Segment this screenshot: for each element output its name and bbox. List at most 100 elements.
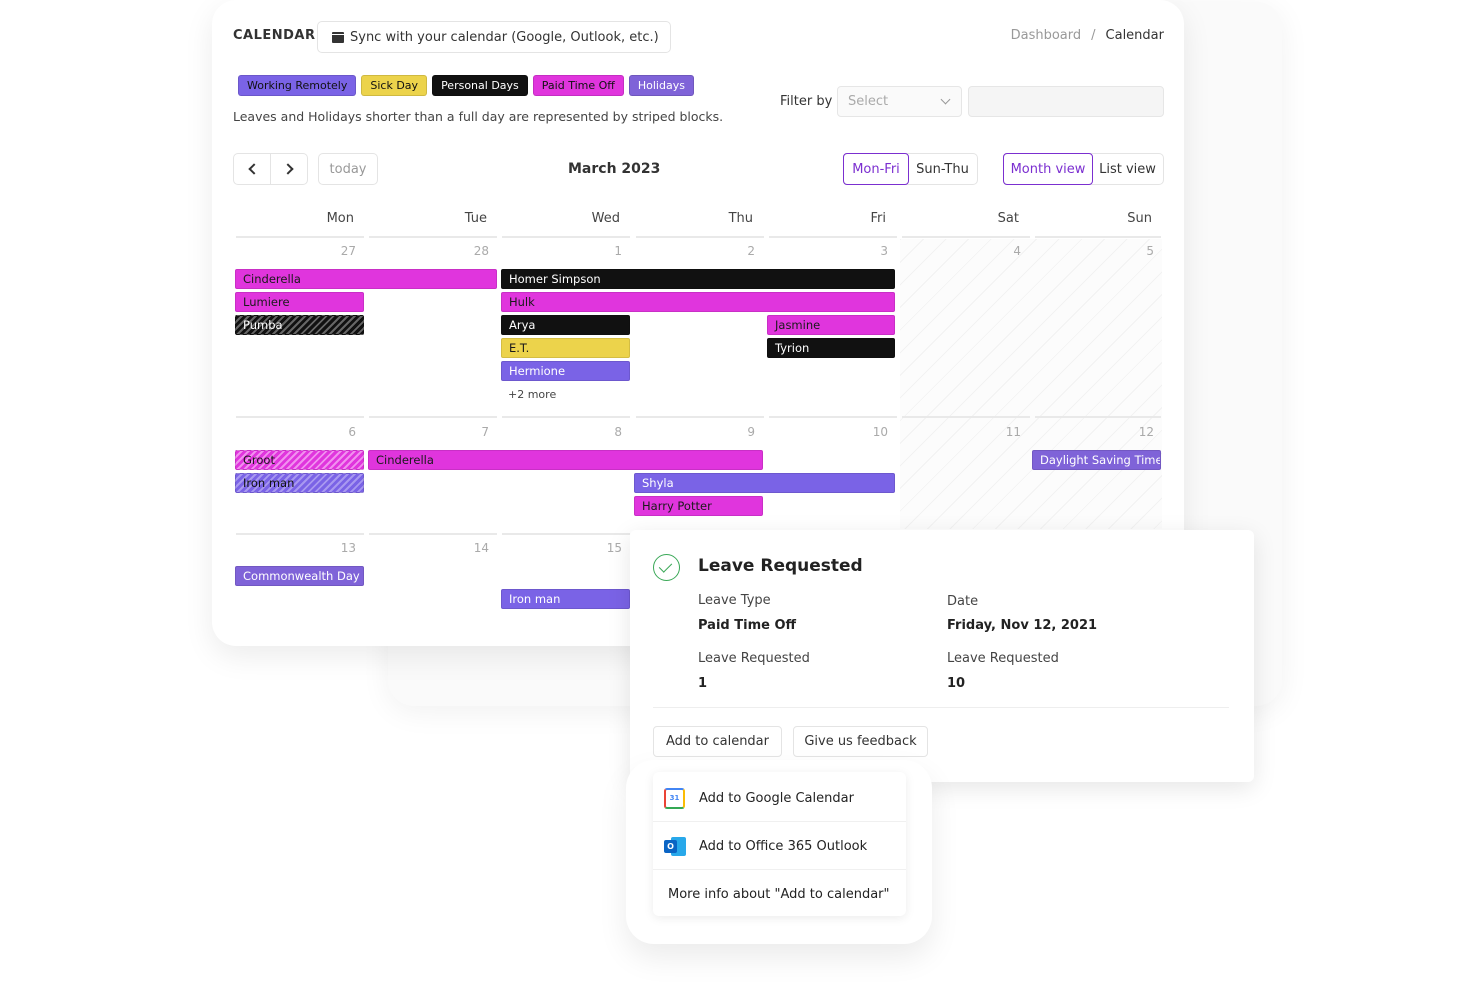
sync-calendar-label: Sync with your calendar (Google, Outlook… <box>350 29 659 45</box>
more-info-label: More info about "Add to calendar" <box>668 886 890 902</box>
leave-type-value: Paid Time Off <box>698 618 797 633</box>
chevron-down-icon <box>940 94 951 105</box>
grid-line <box>1035 416 1161 418</box>
breadcrumb-separator: / <box>1091 28 1096 43</box>
more-info-item[interactable]: More info about "Add to calendar" <box>653 870 906 918</box>
day-number[interactable]: 7 <box>481 425 489 439</box>
day-number[interactable]: 27 <box>340 244 356 258</box>
event-lumiere[interactable]: Lumiere <box>235 292 364 312</box>
event-cinderella[interactable]: Cinderella <box>368 450 763 470</box>
page-title: CALENDAR <box>233 28 316 43</box>
leave-requested-value: 10 <box>947 676 966 691</box>
grid-line <box>502 416 630 418</box>
dow-tue: Tue <box>464 211 487 226</box>
dow-sat: Sat <box>997 211 1019 226</box>
grid-line <box>369 236 497 238</box>
grid-line <box>769 416 897 418</box>
legend-personal-days[interactable]: Personal Days <box>432 75 528 96</box>
add-to-calendar-menu <box>653 772 906 916</box>
leave-type-label: Leave Type <box>698 593 771 608</box>
breadcrumb-calendar: Calendar <box>1105 28 1164 43</box>
filter-input[interactable] <box>968 86 1164 117</box>
add-google-calendar-label: Add to Google Calendar <box>699 790 854 806</box>
day-number[interactable]: 15 <box>606 541 622 555</box>
day-number[interactable]: 8 <box>614 425 622 439</box>
add-to-calendar-button[interactable]: Add to calendar <box>653 726 782 757</box>
dow-mon: Mon <box>326 211 354 226</box>
legend-holidays[interactable]: Holidays <box>628 75 694 96</box>
event-shyla[interactable]: Shyla <box>634 473 895 493</box>
leave-requested-value: 1 <box>698 676 708 691</box>
event-iron-man[interactable]: Iron man <box>501 589 630 609</box>
view-toggle: Month view List view <box>1003 153 1164 185</box>
grid-line <box>902 416 1030 418</box>
chevron-left-icon <box>247 163 260 175</box>
day-number[interactable]: 2 <box>747 244 755 258</box>
month-nav <box>233 153 308 185</box>
prev-month-button[interactable] <box>234 154 271 184</box>
legend: Working Remotely Sick Day Personal Days … <box>238 75 694 96</box>
day-number[interactable]: 3 <box>880 244 888 258</box>
legend-sick-day[interactable]: Sick Day <box>361 75 428 96</box>
event-commonwealth-day[interactable]: Commonwealth Day (C <box>235 566 364 586</box>
grid-line <box>236 533 364 535</box>
event-cinderella[interactable]: Cinderella <box>235 269 497 289</box>
event-daylight-saving-time[interactable]: Daylight Saving Time s <box>1032 450 1161 470</box>
legend-paid-time-off[interactable]: Paid Time Off <box>532 75 624 96</box>
event-jasmine[interactable]: Jasmine <box>767 315 895 335</box>
event-tyrion[interactable]: Tyrion <box>767 338 895 358</box>
divider <box>653 821 906 822</box>
sun-thu-option[interactable]: Sun-Thu <box>916 161 969 177</box>
day-number[interactable]: 9 <box>747 425 755 439</box>
event-et[interactable]: E.T. <box>501 338 630 358</box>
dow-sun: Sun <box>1127 211 1152 226</box>
event-iron-man[interactable]: Iron man <box>235 473 364 493</box>
add-google-calendar-item[interactable]: 31 Add to Google Calendar <box>653 774 906 822</box>
event-arya[interactable]: Arya <box>501 315 630 335</box>
give-feedback-button[interactable]: Give us feedback <box>793 726 928 757</box>
day-number[interactable]: 12 <box>1138 425 1154 439</box>
day-number[interactable]: 14 <box>473 541 489 555</box>
filter-label: Filter by <box>780 94 833 109</box>
mon-fri-option[interactable]: Mon-Fri <box>843 153 909 185</box>
day-number[interactable]: 6 <box>348 425 356 439</box>
legend-working-remotely[interactable]: Working Remotely <box>238 75 357 96</box>
filter-select[interactable]: Select <box>837 86 962 117</box>
event-harry-potter[interactable]: Harry Potter <box>634 496 763 516</box>
day-number[interactable]: 28 <box>473 244 489 258</box>
list-view-option[interactable]: List view <box>1099 161 1156 177</box>
breadcrumb-dashboard[interactable]: Dashboard <box>1010 28 1082 43</box>
month-view-option[interactable]: Month view <box>1003 153 1093 185</box>
today-button[interactable]: today <box>318 153 378 185</box>
date-label: Date <box>947 594 979 609</box>
day-number[interactable]: 4 <box>1013 244 1021 258</box>
grid-line <box>636 236 764 238</box>
grid-line <box>369 416 497 418</box>
chevron-right-icon <box>281 163 294 175</box>
day-number[interactable]: 13 <box>340 541 356 555</box>
calendar-icon <box>332 31 344 43</box>
event-hulk[interactable]: Hulk <box>501 292 895 312</box>
grid-line <box>502 236 630 238</box>
grid-line <box>502 533 630 535</box>
event-hermione[interactable]: Hermione <box>501 361 630 381</box>
more-events-link[interactable]: +2 more <box>508 388 557 401</box>
day-number[interactable]: 11 <box>1005 425 1021 439</box>
grid-line <box>1035 236 1161 238</box>
date-value: Friday, Nov 12, 2021 <box>947 618 1098 633</box>
event-groot[interactable]: Groot <box>235 450 364 470</box>
outlook-icon-letter: O <box>664 839 677 853</box>
sync-calendar-button[interactable]: Sync with your calendar (Google, Outlook… <box>317 21 671 53</box>
day-number[interactable]: 1 <box>614 244 622 258</box>
dow-wed: Wed <box>591 211 620 226</box>
event-pumba[interactable]: Pumba <box>235 315 364 335</box>
add-outlook-item[interactable]: O Add to Office 365 Outlook <box>653 822 906 870</box>
leave-card-title: Leave Requested <box>698 556 863 576</box>
day-number[interactable]: 10 <box>872 425 888 439</box>
next-month-button[interactable] <box>271 154 307 184</box>
breadcrumb: Dashboard / Calendar <box>1011 28 1164 43</box>
add-outlook-label: Add to Office 365 Outlook <box>699 838 868 854</box>
event-homer-simpson[interactable]: Homer Simpson <box>501 269 895 289</box>
day-number[interactable]: 5 <box>1146 244 1154 258</box>
check-circle-icon <box>653 554 680 581</box>
